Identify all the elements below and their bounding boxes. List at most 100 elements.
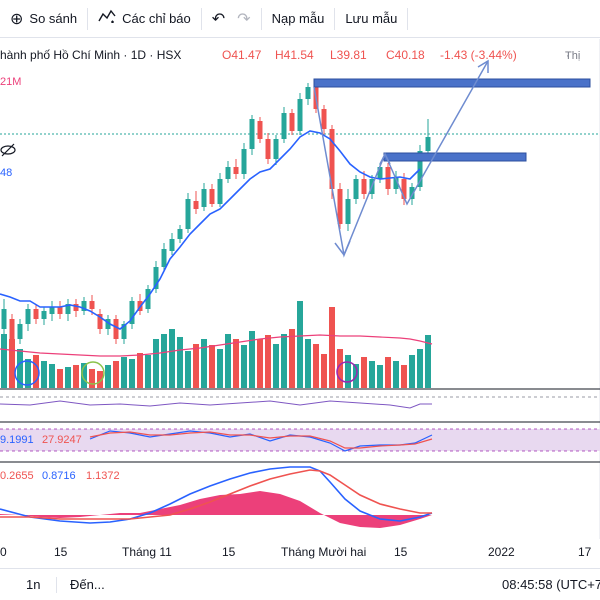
candle-body	[145, 289, 151, 309]
volume-bar	[209, 345, 215, 388]
volume-bar	[169, 329, 175, 388]
volume-bar	[345, 355, 351, 388]
volume-bar	[129, 359, 135, 388]
change-value: -1.43 (-3.44%)	[440, 48, 517, 62]
macd-line-value: 0.8716	[42, 470, 76, 482]
support-zone[interactable]	[383, 152, 527, 162]
candle-body	[345, 199, 351, 224]
x-tick: 0	[0, 545, 7, 559]
x-tick: Tháng 11	[122, 545, 172, 559]
toolbar-divider	[407, 7, 409, 30]
oscillator-line-1	[0, 400, 432, 409]
candle-body	[305, 87, 311, 99]
load-template-button[interactable]: Nạp mẫu	[262, 0, 335, 38]
compare-button[interactable]: ⊕ So sánh	[0, 0, 87, 38]
candle-body	[425, 137, 431, 151]
redo-button[interactable]: ↷	[235, 0, 260, 38]
clock-timezone[interactable]: 08:45:58 (UTC+7	[502, 577, 600, 592]
candle-body	[81, 301, 87, 311]
candle-body	[241, 149, 247, 174]
stoch-d-line	[89, 431, 433, 449]
candle-body	[33, 309, 39, 319]
volume-bar	[401, 365, 407, 388]
candle-body	[321, 109, 327, 129]
volume-bar	[73, 365, 79, 388]
candle-body	[121, 324, 127, 339]
candle-body	[281, 113, 287, 139]
volume-bar	[201, 339, 207, 388]
volume-bar	[361, 357, 367, 388]
candle-body	[249, 119, 255, 149]
high-value: H41.54	[275, 48, 314, 62]
candle-body	[265, 139, 271, 159]
x-tick: 2022	[488, 545, 515, 559]
volume-bar	[97, 371, 103, 388]
volume-bar	[329, 307, 335, 388]
x-tick: 15	[54, 545, 68, 559]
volume-bar	[113, 361, 119, 388]
volume-bar	[305, 339, 311, 388]
volume-bar	[81, 363, 87, 388]
volume-bar	[57, 369, 63, 388]
candle-body	[225, 167, 231, 179]
candle-body	[17, 324, 23, 339]
candle-body	[257, 121, 263, 139]
candle-body	[337, 189, 343, 224]
ma-legend-value: 48	[0, 167, 12, 179]
volume-bar	[153, 339, 159, 388]
volume-bar	[377, 365, 383, 388]
volume-bar	[17, 349, 23, 388]
stoch-d-value: 27.9247	[42, 434, 82, 446]
goto-date-button[interactable]: Đến...	[70, 577, 105, 592]
chart-panel[interactable]: hành phố Hồ Chí Minh · 1D · HSX O41.47 H…	[0, 39, 600, 542]
candle-body	[57, 307, 63, 314]
macd-signal-value: 1.1372	[86, 470, 120, 482]
volume-bar	[177, 337, 183, 388]
stoch-band	[0, 429, 600, 451]
volume-bar	[25, 359, 31, 388]
candle-body	[97, 314, 103, 329]
candle-body	[393, 177, 399, 189]
candle-body	[209, 189, 215, 204]
indicators-icon	[98, 9, 116, 28]
indicators-button[interactable]: Các chỉ báo	[88, 0, 201, 38]
volume-bar	[161, 334, 167, 388]
x-tick: 15	[222, 545, 236, 559]
bottom-bar: 1n Đến... 08:45:58 (UTC+7	[0, 568, 600, 600]
volume-bar	[145, 355, 151, 388]
undo-button[interactable]: ↶	[202, 0, 235, 38]
volume-bar	[1, 334, 7, 388]
volume-bar	[137, 353, 143, 388]
macd-line	[0, 466, 433, 524]
close-value: C40.18	[386, 48, 425, 62]
resistance-zone[interactable]	[313, 78, 591, 88]
highlight-circle	[14, 360, 40, 386]
volume-bar	[409, 355, 415, 388]
volume-bar	[33, 355, 39, 388]
save-template-button[interactable]: Lưu mẫu	[335, 0, 407, 38]
candle-body	[297, 99, 303, 131]
x-tick: Tháng Mười hai	[281, 545, 367, 559]
volume-bar	[417, 349, 423, 388]
undo-icon: ↶	[211, 10, 226, 28]
eye-off-icon[interactable]	[0, 143, 16, 157]
volume-bar	[321, 354, 327, 388]
volume-bar	[249, 331, 255, 388]
symbol-title: hành phố Hồ Chí Minh · 1D · HSX	[0, 48, 181, 62]
indicators-label: Các chỉ báo	[122, 11, 191, 26]
volume-bar	[297, 301, 303, 388]
range-1n-button[interactable]: 1n	[26, 577, 41, 592]
candle-body	[217, 179, 223, 204]
candle-body	[65, 304, 71, 314]
time-axis: 0 15 Tháng 11 15 Tháng Mười hai 15 2022 …	[0, 541, 600, 567]
volume-bar	[65, 367, 71, 388]
candle-body	[289, 113, 295, 131]
volume-bar	[217, 349, 223, 388]
volume-bar	[241, 345, 247, 388]
chart-svg[interactable]: hành phố Hồ Chí Minh · 1D · HSX O41.47 H…	[0, 39, 600, 542]
price-candles	[1, 83, 431, 344]
candle-body	[353, 179, 359, 199]
volume-ma-line	[0, 334, 433, 357]
moving-average-line	[0, 130, 421, 330]
candle-body	[105, 319, 111, 329]
